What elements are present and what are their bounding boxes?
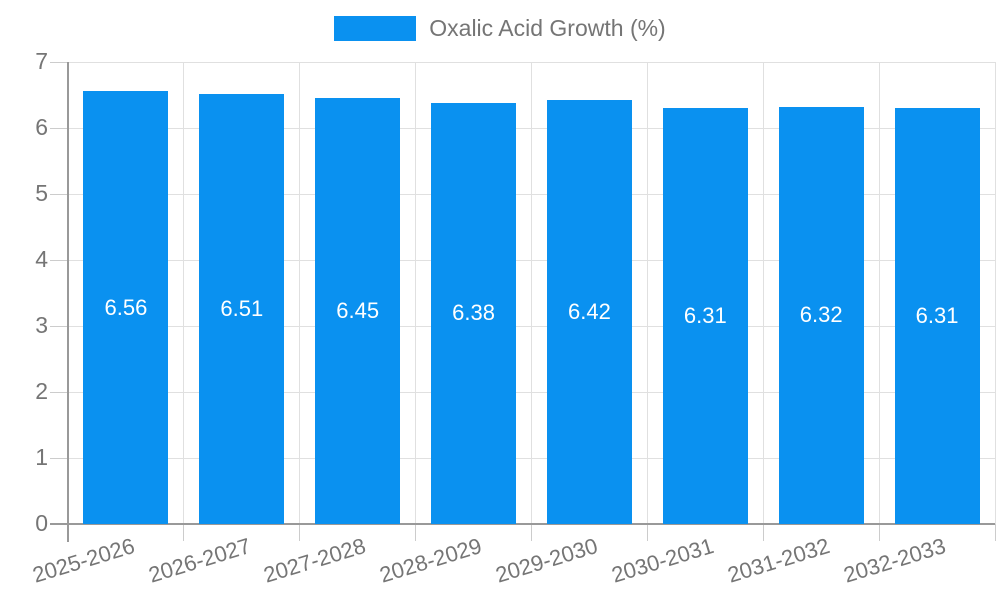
- bar-value-label: 6.56: [104, 294, 148, 320]
- x-tick-label: 2027-2028: [261, 533, 369, 588]
- x-axis-tick: [994, 524, 996, 541]
- gridline-vertical: [646, 62, 648, 524]
- bar: 6.56: [83, 91, 169, 524]
- y-tick-label: 5: [35, 180, 48, 206]
- bar-value-label: 6.38: [452, 300, 495, 326]
- gridline-vertical: [762, 62, 764, 524]
- y-tick-label: 2: [35, 378, 48, 404]
- bar-value-label: 6.32: [799, 302, 843, 328]
- bar-value-label: 6.45: [336, 298, 380, 324]
- x-axis-tick: [646, 524, 648, 541]
- x-tick-label: 2031-2032: [724, 533, 833, 588]
- bar: 6.51: [199, 94, 285, 524]
- y-axis-tick: [50, 325, 68, 327]
- x-tick-label: 2032-2033: [840, 533, 949, 588]
- bar-value-label: 6.42: [568, 299, 611, 325]
- bar-value-label: 6.51: [220, 296, 264, 322]
- y-axis-tick: [50, 259, 68, 261]
- y-tick-label: 7: [35, 48, 48, 74]
- gridline-vertical: [415, 62, 417, 524]
- x-axis-tick: [762, 524, 764, 541]
- x-axis-tick: [183, 524, 185, 541]
- y-tick-label: 4: [35, 246, 48, 272]
- x-axis-tick: [299, 524, 301, 541]
- x-axis-tick: [415, 524, 417, 541]
- gridline-vertical: [531, 62, 532, 524]
- bar-value-label: 6.31: [915, 302, 959, 328]
- gridline-vertical: [299, 62, 301, 524]
- y-axis-tick: [50, 127, 68, 129]
- bar: 6.38: [431, 102, 517, 524]
- bar-value-label: 6.31: [683, 302, 727, 328]
- y-axis-tick: [50, 457, 68, 459]
- y-axis-line: [67, 62, 69, 542]
- bar: 6.31: [662, 107, 748, 524]
- bar: 6.31: [894, 107, 980, 524]
- legend-swatch: [334, 16, 417, 41]
- x-axis-tick: [531, 524, 532, 541]
- y-tick-label: 6: [35, 114, 48, 140]
- bar: 6.32: [778, 106, 864, 524]
- bar: 6.45: [315, 98, 401, 524]
- y-tick-label: 3: [35, 312, 48, 338]
- x-tick-label: 2030-2031: [608, 533, 717, 588]
- x-tick-label: 2026-2027: [145, 533, 254, 588]
- bar: 6.42: [546, 100, 632, 524]
- gridline-vertical: [878, 62, 880, 524]
- gridline-vertical: [994, 62, 996, 524]
- x-axis-line: [50, 523, 995, 525]
- legend-label: Oxalic Acid Growth (%): [429, 15, 666, 41]
- y-axis-tick: [50, 391, 68, 393]
- legend[interactable]: Oxalic Acid Growth (%): [0, 16, 1000, 41]
- gridline-vertical: [183, 62, 185, 524]
- x-axis-tick: [878, 524, 880, 541]
- y-axis-tick: [50, 193, 68, 195]
- x-tick-label: 2028-2029: [376, 533, 485, 588]
- x-tick-label: 2029-2030: [492, 533, 601, 588]
- y-tick-label: 1: [35, 444, 48, 470]
- y-axis-tick: [50, 61, 68, 63]
- x-tick-label: 2025-2026: [29, 533, 138, 588]
- y-tick-label: 0: [35, 510, 48, 536]
